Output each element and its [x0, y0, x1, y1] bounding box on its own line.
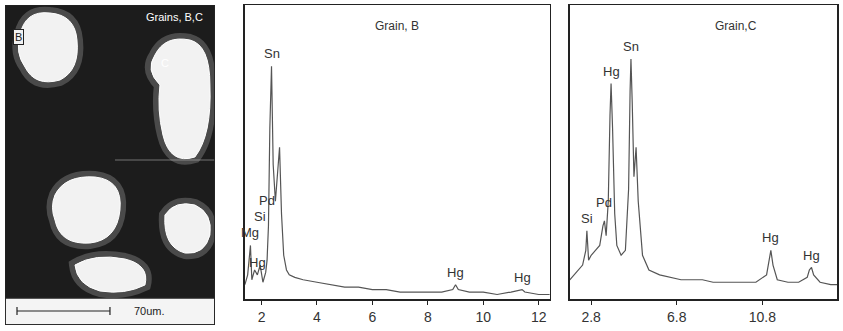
svg-text:Hg: Hg	[447, 265, 464, 280]
svg-text:Hg: Hg	[249, 255, 266, 270]
svg-text:12: 12	[531, 309, 547, 325]
svg-text:2.8: 2.8	[581, 309, 601, 325]
svg-text:Pd: Pd	[596, 195, 612, 210]
svg-text:Grains, B,C: Grains, B,C	[146, 11, 203, 23]
svg-text:Sn: Sn	[264, 46, 280, 61]
svg-text:Mg: Mg	[241, 225, 259, 240]
svg-text:10.8: 10.8	[749, 309, 776, 325]
svg-text:Grain,C: Grain,C	[715, 19, 757, 33]
svg-text:Grain, B: Grain, B	[375, 19, 419, 33]
svg-text:Sn: Sn	[623, 39, 639, 54]
svg-text:C: C	[161, 57, 169, 69]
svg-text:Hg: Hg	[803, 248, 820, 263]
svg-text:Hg: Hg	[603, 64, 620, 79]
svg-text:Si: Si	[581, 211, 593, 226]
svg-text:70um.: 70um.	[134, 305, 165, 317]
svg-text:Si: Si	[254, 209, 266, 224]
svg-text:2: 2	[258, 309, 266, 325]
svg-text:4: 4	[313, 309, 321, 325]
svg-text:8: 8	[424, 309, 432, 325]
svg-text:6: 6	[368, 309, 376, 325]
svg-text:Hg: Hg	[514, 270, 531, 285]
svg-text:Hg: Hg	[762, 230, 779, 245]
svg-text:6.8: 6.8	[667, 309, 687, 325]
svg-text:10: 10	[475, 309, 491, 325]
svg-text:B: B	[15, 31, 22, 43]
svg-text:Pd: Pd	[259, 193, 275, 208]
